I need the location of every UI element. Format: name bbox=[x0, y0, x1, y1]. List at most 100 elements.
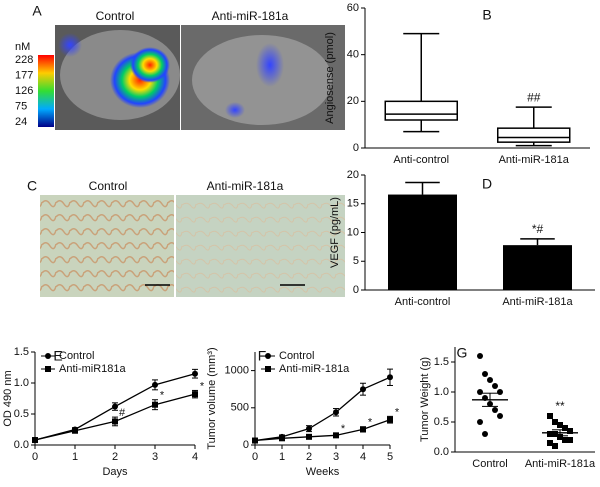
annotation: ## bbox=[527, 90, 541, 104]
point bbox=[557, 434, 563, 440]
point bbox=[492, 407, 498, 413]
point bbox=[387, 374, 393, 381]
point bbox=[192, 391, 198, 398]
point bbox=[360, 426, 366, 433]
point bbox=[279, 435, 285, 442]
point bbox=[333, 409, 339, 416]
point bbox=[252, 437, 258, 444]
y-tick-label: 5 bbox=[353, 255, 359, 267]
panel-letter: B bbox=[482, 7, 491, 23]
y-tick-label: 1.0 bbox=[14, 377, 29, 389]
colorbar-tick-label: 75 bbox=[15, 100, 27, 112]
point bbox=[32, 437, 38, 444]
y-tick-label: 0 bbox=[353, 284, 359, 296]
annotation: ** bbox=[555, 399, 565, 413]
panel-letter: A bbox=[32, 3, 42, 19]
panel-c-image bbox=[40, 195, 345, 297]
colorbar-tick-label: 24 bbox=[15, 116, 27, 128]
y-tick-label: 0.5 bbox=[434, 416, 449, 428]
x-tick-label: Anti-control bbox=[395, 296, 451, 308]
panel-letter: D bbox=[482, 176, 492, 192]
y-axis-label: Tumor volume (mm³) bbox=[206, 347, 218, 449]
series-line bbox=[254, 419, 391, 442]
x-tick-label: 4 bbox=[360, 451, 366, 463]
point bbox=[497, 413, 503, 419]
bar bbox=[503, 245, 572, 290]
point bbox=[492, 383, 498, 389]
legend-label: Control bbox=[59, 350, 94, 362]
box bbox=[497, 127, 571, 143]
y-axis-label: Angiosense (pmol) bbox=[324, 32, 336, 124]
point bbox=[306, 425, 312, 432]
point bbox=[557, 422, 563, 428]
y-tick-label: 500 bbox=[231, 402, 249, 414]
annotation: * bbox=[368, 417, 373, 429]
legend-label: Control bbox=[279, 350, 314, 362]
image-label: Anti-miR-181a bbox=[212, 9, 289, 23]
x-tick-label: 2 bbox=[306, 451, 312, 463]
point bbox=[567, 428, 573, 434]
bar bbox=[388, 194, 457, 290]
y-tick-label: 1000 bbox=[225, 365, 249, 377]
x-tick-label: 3 bbox=[333, 451, 339, 463]
point bbox=[562, 437, 568, 443]
legend-label: Anti-miR-181a bbox=[279, 363, 350, 375]
x-tick-label: 1 bbox=[72, 451, 78, 463]
point bbox=[552, 419, 558, 425]
colorbar-unit: nM bbox=[15, 41, 30, 53]
x-tick-label: 4 bbox=[192, 451, 198, 463]
x-tick-label: Anti-miR-181a bbox=[525, 458, 596, 470]
panel-letter: G bbox=[457, 345, 468, 361]
point bbox=[547, 413, 553, 419]
y-tick-label: 0 bbox=[353, 142, 359, 154]
x-tick-label: Anti-control bbox=[393, 154, 449, 166]
x-axis-label: Weeks bbox=[306, 466, 340, 478]
legend-marker bbox=[45, 366, 51, 372]
point bbox=[547, 440, 553, 446]
point bbox=[552, 431, 558, 437]
point bbox=[152, 401, 158, 408]
series-line bbox=[254, 376, 391, 442]
x-tick-label: 5 bbox=[387, 451, 393, 463]
image-label: Anti-miR-181a bbox=[207, 179, 284, 193]
y-tick-label: 0 bbox=[243, 439, 249, 451]
x-tick-label: 0 bbox=[32, 451, 38, 463]
y-tick-label: 1.5 bbox=[434, 356, 449, 368]
x-axis-label: Days bbox=[102, 466, 128, 478]
point bbox=[482, 431, 488, 437]
point bbox=[547, 431, 553, 437]
y-axis-label: VEGF (pg/mL) bbox=[329, 197, 341, 268]
y-tick-label: 0.5 bbox=[14, 408, 29, 420]
box bbox=[384, 100, 458, 121]
point bbox=[112, 403, 118, 410]
panel-a-image bbox=[38, 25, 345, 130]
y-tick-label: 20 bbox=[347, 95, 359, 107]
panel-letter: E bbox=[53, 348, 62, 364]
annotation: * bbox=[341, 423, 346, 435]
point bbox=[477, 389, 483, 395]
point bbox=[567, 437, 573, 443]
colorbar-tick-label: 177 bbox=[15, 69, 33, 81]
point bbox=[333, 432, 339, 439]
colorbar-tick-label: 126 bbox=[15, 85, 33, 97]
y-tick-label: 10 bbox=[347, 226, 359, 238]
point bbox=[487, 377, 493, 383]
x-tick-label: 2 bbox=[112, 451, 118, 463]
legend-marker bbox=[45, 353, 51, 359]
point bbox=[477, 353, 483, 359]
point bbox=[497, 389, 503, 395]
y-tick-label: 20 bbox=[347, 169, 359, 181]
x-tick-label: Control bbox=[472, 458, 507, 470]
colorbar-tick-label: 228 bbox=[15, 54, 33, 66]
y-tick-label: 1.5 bbox=[14, 346, 29, 358]
point bbox=[112, 418, 118, 425]
y-tick-label: 1.0 bbox=[434, 386, 449, 398]
point bbox=[562, 425, 568, 431]
annotation: * bbox=[395, 406, 400, 418]
image-label: Control bbox=[89, 179, 128, 193]
x-tick-label: Anti-miR-181a bbox=[502, 296, 573, 308]
legend-marker bbox=[265, 366, 271, 372]
legend-marker bbox=[265, 353, 271, 359]
annotation: # bbox=[119, 407, 126, 419]
